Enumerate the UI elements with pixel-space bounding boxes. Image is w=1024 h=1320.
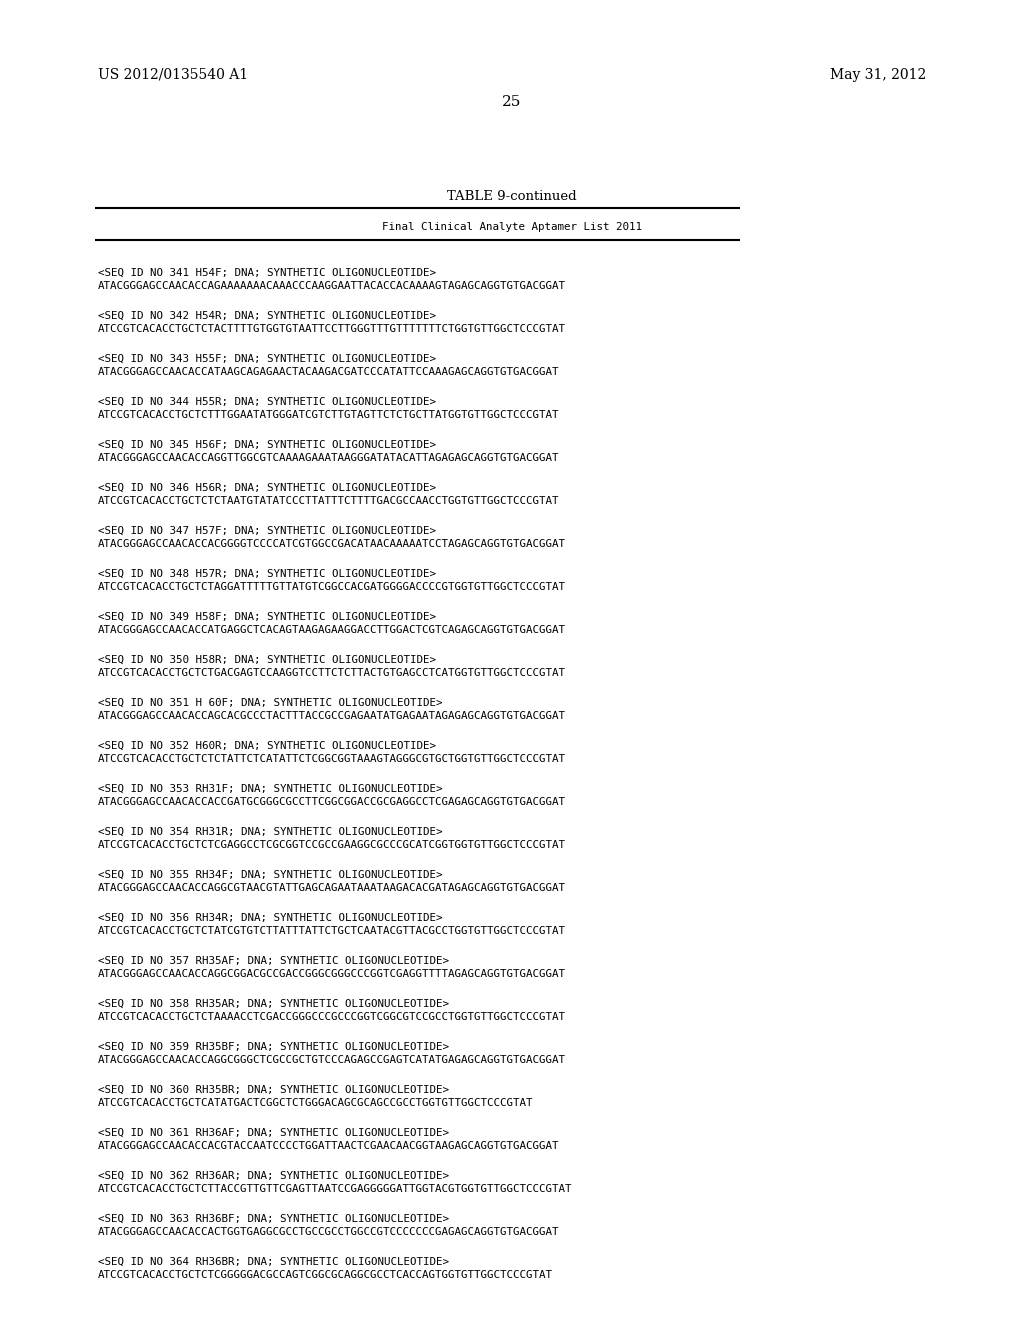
- Text: <SEQ ID NO 351 H 60F; DNA; SYNTHETIC OLIGONUCLEOTIDE>: <SEQ ID NO 351 H 60F; DNA; SYNTHETIC OLI…: [98, 698, 442, 708]
- Text: ATACGGGAGCCAACACCAGGCGTAACGTATTGAGCAGAATAAATAAGACACGATAGAGCAGGTGTGACGGAT: ATACGGGAGCCAACACCAGGCGTAACGTATTGAGCAGAAT…: [98, 883, 566, 894]
- Text: <SEQ ID NO 356 RH34R; DNA; SYNTHETIC OLIGONUCLEOTIDE>: <SEQ ID NO 356 RH34R; DNA; SYNTHETIC OLI…: [98, 913, 442, 923]
- Text: ATACGGGAGCCAACACCACTGGTGAGGCGCCTGCCGCCTGGCCGTCCCCCCCGAGAGCAGGTGTGACGGAT: ATACGGGAGCCAACACCACTGGTGAGGCGCCTGCCGCCTG…: [98, 1228, 559, 1237]
- Text: ATCCGTCACACCTGCTCTTTGGAATATGGGATCGTCTTGTAGTTCTCTGCTTATGGTGTTGGCTCCCGTAT: ATCCGTCACACCTGCTCTTTGGAATATGGGATCGTCTTGT…: [98, 411, 559, 420]
- Text: May 31, 2012: May 31, 2012: [829, 69, 926, 82]
- Text: ATCCGTCACACCTGCTCTCTAATGTATATCCCTTATTTCTTTTGACGCCAACCTGGTGTTGGCTCCCGTAT: ATCCGTCACACCTGCTCTCTAATGTATATCCCTTATTTCT…: [98, 496, 559, 506]
- Text: <SEQ ID NO 361 RH36AF; DNA; SYNTHETIC OLIGONUCLEOTIDE>: <SEQ ID NO 361 RH36AF; DNA; SYNTHETIC OL…: [98, 1129, 449, 1138]
- Text: ATACGGGAGCCAACACCACGGGGTCCCCATCGTGGCCGACATAACAAAAATCCTAGAGCAGGTGTGACGGAT: ATACGGGAGCCAACACCACGGGGTCCCCATCGTGGCCGAC…: [98, 539, 566, 549]
- Text: ATCCGTCACACCTGCTCATATGACTCGGCTCTGGGACAGCGCAGCCGCCTGGTGTTGGCTCCCGTAT: ATCCGTCACACCTGCTCATATGACTCGGCTCTGGGACAGC…: [98, 1098, 534, 1107]
- Text: <SEQ ID NO 349 H58F; DNA; SYNTHETIC OLIGONUCLEOTIDE>: <SEQ ID NO 349 H58F; DNA; SYNTHETIC OLIG…: [98, 612, 436, 622]
- Text: <SEQ ID NO 346 H56R; DNA; SYNTHETIC OLIGONUCLEOTIDE>: <SEQ ID NO 346 H56R; DNA; SYNTHETIC OLIG…: [98, 483, 436, 492]
- Text: ATACGGGAGCCAACACCATGAGGCTCACAGTAAGAGAAGGACCTTGGACTCGTCAGAGCAGGTGTGACGGAT: ATACGGGAGCCAACACCATGAGGCTCACAGTAAGAGAAGG…: [98, 624, 566, 635]
- Text: <SEQ ID NO 357 RH35AF; DNA; SYNTHETIC OLIGONUCLEOTIDE>: <SEQ ID NO 357 RH35AF; DNA; SYNTHETIC OL…: [98, 956, 449, 966]
- Text: <SEQ ID NO 358 RH35AR; DNA; SYNTHETIC OLIGONUCLEOTIDE>: <SEQ ID NO 358 RH35AR; DNA; SYNTHETIC OL…: [98, 999, 449, 1008]
- Text: <SEQ ID NO 355 RH34F; DNA; SYNTHETIC OLIGONUCLEOTIDE>: <SEQ ID NO 355 RH34F; DNA; SYNTHETIC OLI…: [98, 870, 442, 880]
- Text: <SEQ ID NO 352 H60R; DNA; SYNTHETIC OLIGONUCLEOTIDE>: <SEQ ID NO 352 H60R; DNA; SYNTHETIC OLIG…: [98, 741, 436, 751]
- Text: ATACGGGAGCCAACACCAGGTTGGCGTCAAAAGAAATAAGGGATATACATTAGAGAGCAGGTGTGACGGAT: ATACGGGAGCCAACACCAGGTTGGCGTCAAAAGAAATAAG…: [98, 453, 559, 463]
- Text: <SEQ ID NO 359 RH35BF; DNA; SYNTHETIC OLIGONUCLEOTIDE>: <SEQ ID NO 359 RH35BF; DNA; SYNTHETIC OL…: [98, 1041, 449, 1052]
- Text: ATCCGTCACACCTGCTCTCTATTCTCATATTCTCGGCGGTAAAGTAGGGCGTGCTGGTGTTGGCTCCCGTAT: ATCCGTCACACCTGCTCTCTATTCTCATATTCTCGGCGGT…: [98, 754, 566, 764]
- Text: <SEQ ID NO 362 RH36AR; DNA; SYNTHETIC OLIGONUCLEOTIDE>: <SEQ ID NO 362 RH36AR; DNA; SYNTHETIC OL…: [98, 1171, 449, 1181]
- Text: US 2012/0135540 A1: US 2012/0135540 A1: [98, 69, 248, 82]
- Text: ATCCGTCACACCTGCTCTACTTTTGTGGTGTAATTCCTTGGGTTTGTTTTTTTCTGGTGTTGGCTCCCGTAT: ATCCGTCACACCTGCTCTACTTTTGTGGTGTAATTCCTTG…: [98, 323, 566, 334]
- Text: ATCCGTCACACCTGCTCTCGGGGGACGCCAGTCGGCGCAGGCGCCTCACCAGTGGTGTTGGCTCCCGTAT: ATCCGTCACACCTGCTCTCGGGGGACGCCAGTCGGCGCAG…: [98, 1270, 553, 1280]
- Text: ATACGGGAGCCAACACCACGTACCAATCCCCTGGATTAACTCGAACAACGGTAAGAGCAGGTGTGACGGAT: ATACGGGAGCCAACACCACGTACCAATCCCCTGGATTAAC…: [98, 1140, 559, 1151]
- Text: <SEQ ID NO 347 H57F; DNA; SYNTHETIC OLIGONUCLEOTIDE>: <SEQ ID NO 347 H57F; DNA; SYNTHETIC OLIG…: [98, 525, 436, 536]
- Text: ATCCGTCACACCTGCTCTATCGTGTCTTATTTATTCTGCTCAATACGTTACGCCTGGTGTTGGCTCCCGTAT: ATCCGTCACACCTGCTCTATCGTGTCTTATTTATTCTGCT…: [98, 927, 566, 936]
- Text: <SEQ ID NO 344 H55R; DNA; SYNTHETIC OLIGONUCLEOTIDE>: <SEQ ID NO 344 H55R; DNA; SYNTHETIC OLIG…: [98, 397, 436, 407]
- Text: ATACGGGAGCCAACACCAGGCGGGCTCGCCGCTGTCCCAGAGCCGAGTCATATGAGAGCAGGTGTGACGGAT: ATACGGGAGCCAACACCAGGCGGGCTCGCCGCTGTCCCAG…: [98, 1055, 566, 1065]
- Text: <SEQ ID NO 342 H54R; DNA; SYNTHETIC OLIGONUCLEOTIDE>: <SEQ ID NO 342 H54R; DNA; SYNTHETIC OLIG…: [98, 312, 436, 321]
- Text: ATCCGTCACACCTGCTCTAAAACCTCGACCGGGCCCGCCCGGTCGGCGTCCGCCTGGTGTTGGCTCCCGTAT: ATCCGTCACACCTGCTCTAAAACCTCGACCGGGCCCGCCC…: [98, 1012, 566, 1022]
- Text: <SEQ ID NO 341 H54F; DNA; SYNTHETIC OLIGONUCLEOTIDE>: <SEQ ID NO 341 H54F; DNA; SYNTHETIC OLIG…: [98, 268, 436, 279]
- Text: <SEQ ID NO 348 H57R; DNA; SYNTHETIC OLIGONUCLEOTIDE>: <SEQ ID NO 348 H57R; DNA; SYNTHETIC OLIG…: [98, 569, 436, 579]
- Text: ATACGGGAGCCAACACCAGCACGCCCTACTTTACCGCCGAGAATATGAGAATAGAGAGCAGGTGTGACGGAT: ATACGGGAGCCAACACCAGCACGCCCTACTTTACCGCCGA…: [98, 711, 566, 721]
- Text: ATACGGGAGCCAACACCATAAGCAGAGAACTACAAGACGATCCCATATTCCAAAGAGCAGGTGTGACGGAT: ATACGGGAGCCAACACCATAAGCAGAGAACTACAAGACGA…: [98, 367, 559, 378]
- Text: 25: 25: [503, 95, 521, 110]
- Text: <SEQ ID NO 360 RH35BR; DNA; SYNTHETIC OLIGONUCLEOTIDE>: <SEQ ID NO 360 RH35BR; DNA; SYNTHETIC OL…: [98, 1085, 449, 1096]
- Text: <SEQ ID NO 364 RH36BR; DNA; SYNTHETIC OLIGONUCLEOTIDE>: <SEQ ID NO 364 RH36BR; DNA; SYNTHETIC OL…: [98, 1257, 449, 1267]
- Text: ATCCGTCACACCTGCTCTAGGATTTTTGTTATGTCGGCCACGATGGGGACCCCGTGGTGTTGGCTCCCGTAT: ATCCGTCACACCTGCTCTAGGATTTTTGTTATGTCGGCCA…: [98, 582, 566, 591]
- Text: <SEQ ID NO 363 RH36BF; DNA; SYNTHETIC OLIGONUCLEOTIDE>: <SEQ ID NO 363 RH36BF; DNA; SYNTHETIC OL…: [98, 1214, 449, 1224]
- Text: ATACGGGAGCCAACACCAGGCGGACGCCGACCGGGCGGGCCCGGTCGAGGTTTTAGAGCAGGTGTGACGGAT: ATACGGGAGCCAACACCAGGCGGACGCCGACCGGGCGGGC…: [98, 969, 566, 979]
- Text: ATCCGTCACACCTGCTCTCGAGGCCTCGCGGTCCGCCGAAGGCGCCCGCATCGGTGGTGTTGGCTCCCGTAT: ATCCGTCACACCTGCTCTCGAGGCCTCGCGGTCCGCCGAA…: [98, 840, 566, 850]
- Text: <SEQ ID NO 353 RH31F; DNA; SYNTHETIC OLIGONUCLEOTIDE>: <SEQ ID NO 353 RH31F; DNA; SYNTHETIC OLI…: [98, 784, 442, 795]
- Text: ATACGGGAGCCAACACCACCGATGCGGGCGCCTTCGGCGGACCGCGAGGCCTCGAGAGCAGGTGTGACGGAT: ATACGGGAGCCAACACCACCGATGCGGGCGCCTTCGGCGG…: [98, 797, 566, 807]
- Text: <SEQ ID NO 343 H55F; DNA; SYNTHETIC OLIGONUCLEOTIDE>: <SEQ ID NO 343 H55F; DNA; SYNTHETIC OLIG…: [98, 354, 436, 364]
- Text: Final Clinical Analyte Aptamer List 2011: Final Clinical Analyte Aptamer List 2011: [382, 222, 642, 232]
- Text: <SEQ ID NO 345 H56F; DNA; SYNTHETIC OLIGONUCLEOTIDE>: <SEQ ID NO 345 H56F; DNA; SYNTHETIC OLIG…: [98, 440, 436, 450]
- Text: TABLE 9-continued: TABLE 9-continued: [447, 190, 577, 203]
- Text: <SEQ ID NO 350 H58R; DNA; SYNTHETIC OLIGONUCLEOTIDE>: <SEQ ID NO 350 H58R; DNA; SYNTHETIC OLIG…: [98, 655, 436, 665]
- Text: ATCCGTCACACCTGCTCTTACCGTTGTTCGAGTTAATCCGAGGGGGATTGGTACGTGGTGTTGGCTCCCGTAT: ATCCGTCACACCTGCTCTTACCGTTGTTCGAGTTAATCCG…: [98, 1184, 572, 1195]
- Text: <SEQ ID NO 354 RH31R; DNA; SYNTHETIC OLIGONUCLEOTIDE>: <SEQ ID NO 354 RH31R; DNA; SYNTHETIC OLI…: [98, 828, 442, 837]
- Text: ATACGGGAGCCAACACCAGAAAAAAACAAACCCAAGGAATTACACCACAAAAGTAGAGCAGGTGTGACGGAT: ATACGGGAGCCAACACCAGAAAAAAACAAACCCAAGGAAT…: [98, 281, 566, 290]
- Text: ATCCGTCACACCTGCTCTGACGAGTCCAAGGTCCTTCTCTTACTGTGAGCCTCATGGTGTTGGCTCCCGTAT: ATCCGTCACACCTGCTCTGACGAGTCCAAGGTCCTTCTCT…: [98, 668, 566, 678]
